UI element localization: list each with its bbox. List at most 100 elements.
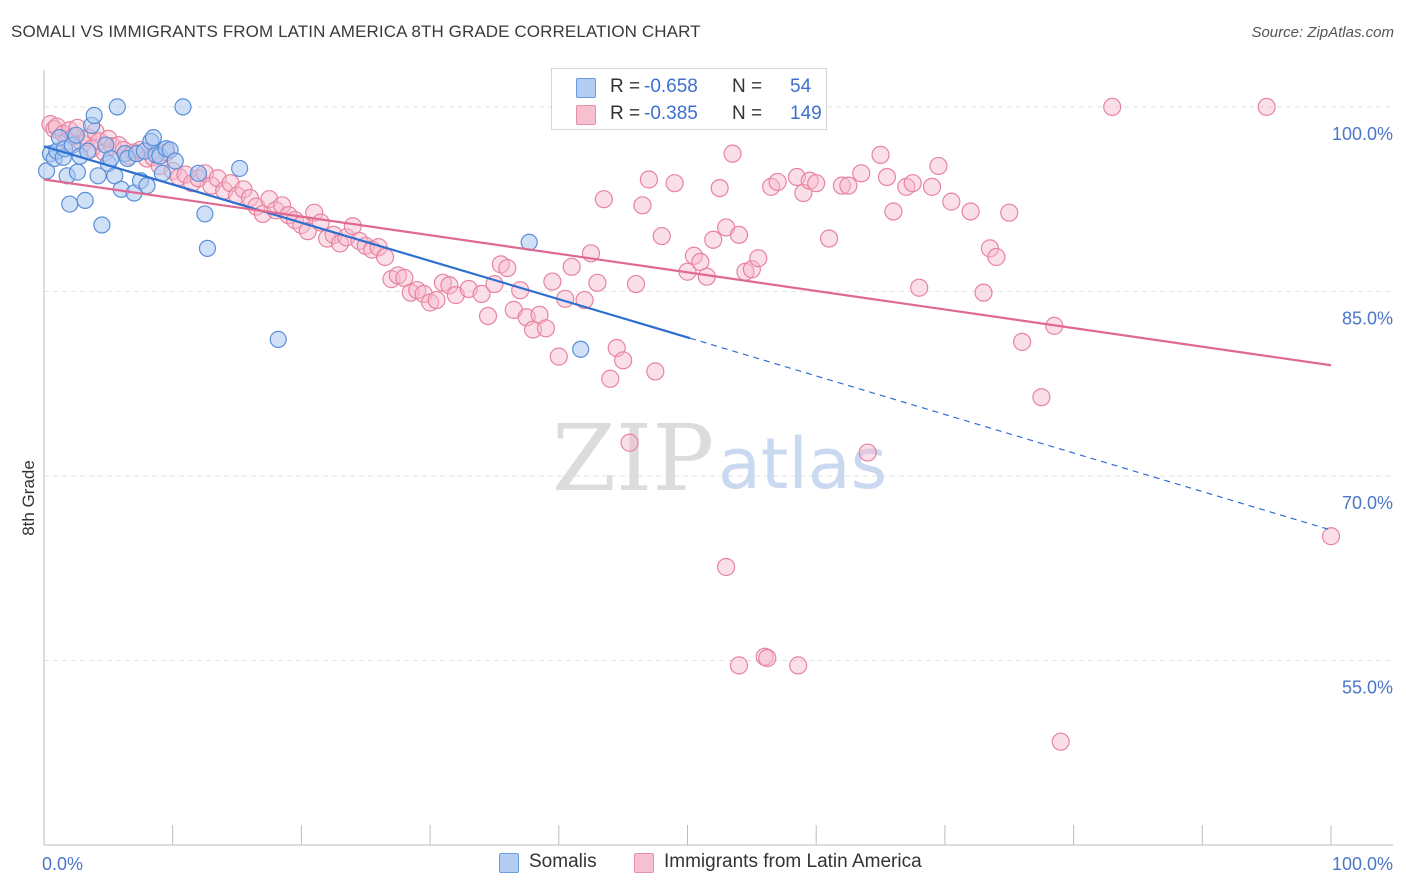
latin-point xyxy=(729,656,749,675)
latin-point xyxy=(871,145,890,164)
latin-point xyxy=(1103,97,1122,117)
latin-point xyxy=(723,144,742,163)
latin-point xyxy=(601,369,620,388)
latin-point xyxy=(789,656,808,675)
watermark: ZIP atlas xyxy=(552,405,887,512)
latin-point xyxy=(440,276,459,295)
somali-point xyxy=(189,164,208,182)
somali-point xyxy=(166,152,184,170)
latin-point xyxy=(929,156,948,176)
latin-point xyxy=(665,174,684,193)
stats-legend: R = -0.658 N = 54 R = -0.385 N = 149 xyxy=(551,68,827,130)
somali-trend-line xyxy=(43,145,691,340)
series-legend: Somalis Immigrants from Latin America xyxy=(0,850,1406,880)
latin-point xyxy=(749,249,768,268)
somali-point xyxy=(231,159,249,178)
latin-point xyxy=(1051,732,1070,751)
somali-point xyxy=(269,330,287,349)
latin-point xyxy=(1257,97,1276,117)
somali-point xyxy=(572,340,590,358)
latin-point xyxy=(620,433,639,452)
latin-point xyxy=(614,351,633,370)
latin-point xyxy=(832,176,852,195)
somali-point xyxy=(196,205,214,223)
latin-point xyxy=(478,306,498,326)
latin-point xyxy=(922,177,942,196)
latin-america-swatch xyxy=(634,853,654,873)
latin-point xyxy=(646,362,665,381)
latin-point xyxy=(536,319,556,338)
latin-point xyxy=(710,178,729,198)
somali-n-label: N = xyxy=(732,76,763,97)
somali-point xyxy=(85,106,103,125)
somali-r-label: R = xyxy=(610,76,641,97)
latin-point xyxy=(575,290,594,310)
latin-point xyxy=(839,176,858,195)
somali-point xyxy=(76,191,94,209)
latin-point xyxy=(427,290,446,310)
latin-point xyxy=(549,347,568,366)
chart-source: Source: ZipAtlas.com xyxy=(1251,24,1394,41)
latin-point xyxy=(1032,388,1051,407)
latin-point xyxy=(1321,527,1341,546)
latin-point xyxy=(626,274,646,294)
latin-point xyxy=(562,257,581,276)
latin-point xyxy=(1000,203,1019,222)
latin-point xyxy=(819,229,839,248)
latin-point xyxy=(974,283,993,302)
x-tick-label: 0.0% xyxy=(42,854,83,874)
latin-point xyxy=(639,170,658,189)
y-tick-label: 55.0% xyxy=(1342,677,1393,697)
latin-point xyxy=(543,272,562,291)
latin-point xyxy=(942,192,961,211)
latin-point xyxy=(858,443,877,462)
somali-point xyxy=(89,167,107,185)
y-axis-title: 8th Grade xyxy=(19,460,38,536)
latin-r-label: R = xyxy=(610,103,641,124)
latin-point xyxy=(961,202,980,221)
y-tick-label: 85.0% xyxy=(1342,308,1393,328)
somali-point xyxy=(198,239,217,257)
somali-point xyxy=(67,126,85,144)
latin-swatch xyxy=(576,105,596,125)
latin-point xyxy=(987,247,1006,267)
latin-point xyxy=(375,247,395,267)
latin-point xyxy=(472,284,491,303)
somali-point xyxy=(61,195,79,213)
latin-r-value: -0.385 xyxy=(644,103,698,124)
y-tick-label: 70.0% xyxy=(1342,493,1393,513)
latin-point xyxy=(729,225,749,244)
latin-point xyxy=(652,226,671,246)
axes xyxy=(43,70,1393,846)
somali-r-value: -0.658 xyxy=(644,76,698,97)
latin-point xyxy=(884,202,903,221)
x-tick-label: 100.0% xyxy=(1332,854,1393,874)
latin-point xyxy=(852,164,871,183)
somali-swatch xyxy=(576,78,596,98)
latin-point xyxy=(910,278,929,297)
latin-point xyxy=(807,174,826,193)
latin-point xyxy=(717,557,736,577)
y-tick-label: 100.0% xyxy=(1332,124,1393,144)
latin-america-label: Immigrants from Latin America xyxy=(664,851,922,872)
latin-point xyxy=(498,258,517,278)
latin-point xyxy=(588,273,607,292)
somali-point xyxy=(144,129,162,147)
trend-lines xyxy=(43,145,1332,531)
latin-point xyxy=(758,648,777,668)
tick-labels: 55.0% 70.0% 85.0% 100.0% 0.0% 100.0% xyxy=(42,124,1393,874)
latin-trend-line xyxy=(43,178,1332,367)
somali-trend-extension xyxy=(689,337,1332,531)
latin-n-value: 149 xyxy=(790,103,822,124)
somali-point xyxy=(68,163,87,181)
latin-point xyxy=(704,230,723,249)
watermark-atlas: atlas xyxy=(718,423,887,505)
latin-point xyxy=(1013,332,1032,351)
latin-n-label: N = xyxy=(732,103,763,124)
somalis-swatch xyxy=(499,853,519,873)
somali-point xyxy=(138,177,156,195)
somali-point xyxy=(93,216,111,234)
latin-point xyxy=(633,196,652,215)
somalis-label: Somalis xyxy=(529,851,597,872)
somali-point xyxy=(108,98,126,116)
